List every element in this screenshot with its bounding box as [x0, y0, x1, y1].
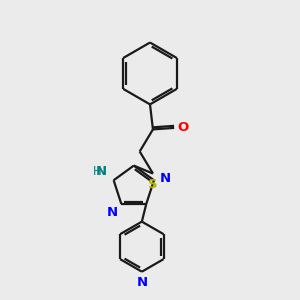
Text: N: N — [96, 165, 107, 178]
Text: S: S — [148, 178, 158, 191]
Text: N: N — [136, 276, 147, 289]
Text: O: O — [178, 122, 189, 134]
Text: N: N — [159, 172, 170, 185]
Text: H: H — [92, 165, 101, 178]
Text: N: N — [107, 206, 118, 219]
